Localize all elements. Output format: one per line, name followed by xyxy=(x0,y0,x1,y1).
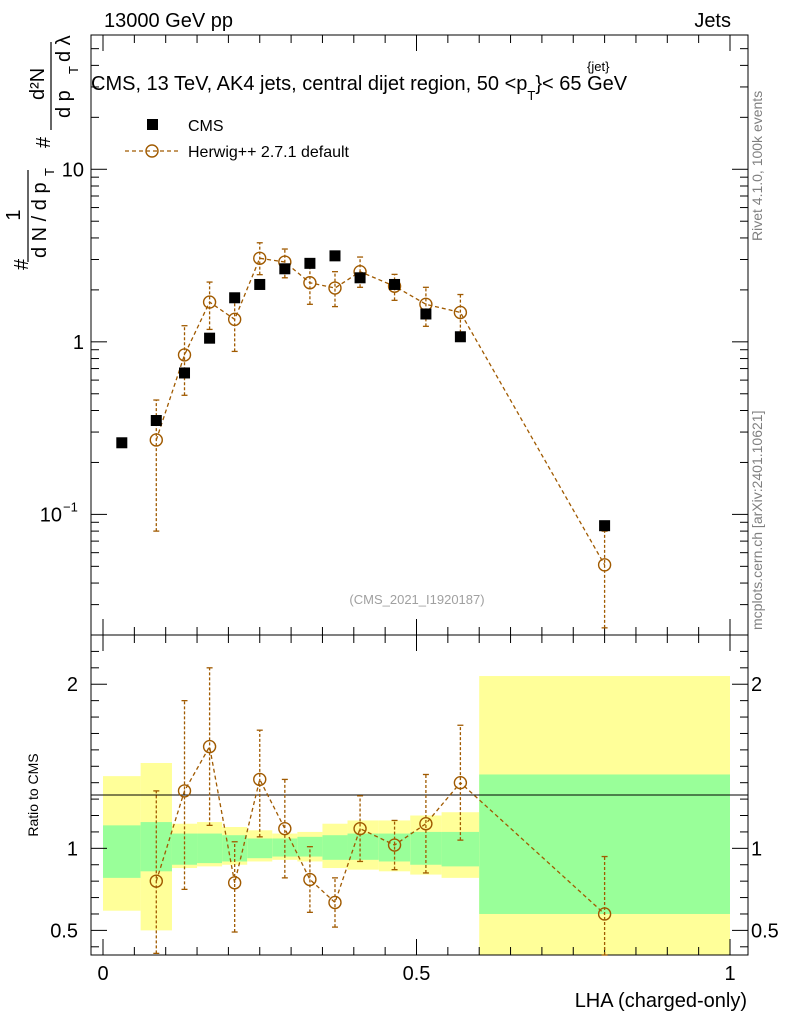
data-point xyxy=(229,292,241,304)
mc-point xyxy=(597,558,612,572)
y-label-hash-1: # xyxy=(11,258,33,270)
band-inner-3 xyxy=(197,833,223,864)
data-point xyxy=(254,278,266,290)
ratio-y-tick-label-right-2: 2 xyxy=(751,674,762,696)
legend: CMS Herwig++ 2.7.1 default xyxy=(125,118,350,161)
mcplots-side-label: mcplots.cern.ch [arXiv:2401.10621] xyxy=(749,411,765,630)
data-point xyxy=(150,415,162,427)
mc-point xyxy=(453,305,468,320)
data-series xyxy=(116,250,611,532)
band-inner-12 xyxy=(441,831,480,867)
ratio-y-tick-label-left-2: 2 xyxy=(67,674,78,696)
ratio-y-tick-label-left-1: 1 xyxy=(67,838,78,860)
y-label-dpt: d p xyxy=(53,90,75,118)
ratio-point xyxy=(353,821,367,836)
ratio-point xyxy=(149,874,163,888)
data-point xyxy=(599,520,611,532)
ratio-y-axis-label: Ratio to CMS xyxy=(25,753,41,836)
x-axis-label: LHA (charged-only) xyxy=(575,990,747,1012)
band-inner-9 xyxy=(347,833,379,860)
data-point xyxy=(354,272,366,284)
ratio-point xyxy=(202,739,217,754)
mc-point xyxy=(303,276,317,290)
data-point xyxy=(389,278,401,290)
ratio-point xyxy=(278,821,292,836)
ratio-y-tick-label-right-1: 1 xyxy=(751,838,762,860)
data-point xyxy=(116,437,128,449)
x-tick-label-1: 0.5 xyxy=(403,963,431,985)
y-label-dlambda: d λ xyxy=(53,35,75,62)
y-label-d2n: d²N xyxy=(27,68,49,100)
band-inner-8 xyxy=(322,835,348,860)
mc-point xyxy=(202,295,217,309)
band-inner-4 xyxy=(222,835,248,862)
header-right-title: Jets xyxy=(694,10,731,32)
ratio-point xyxy=(328,895,342,910)
mc-point xyxy=(253,251,267,265)
data-point xyxy=(304,257,316,269)
y-label-t2: T xyxy=(66,66,81,74)
mc-point xyxy=(149,433,163,447)
ratio-point xyxy=(253,772,267,787)
x-tick-label-2: 1 xyxy=(724,963,735,985)
data-point xyxy=(329,250,341,262)
mc-line xyxy=(155,257,606,566)
y-axis-label: # 1 d N / d p T # d²N d p T d λ xyxy=(3,35,81,270)
mc-point xyxy=(177,348,192,362)
band-inner-0 xyxy=(103,825,141,878)
data-point xyxy=(204,332,216,344)
ratio-point xyxy=(387,838,402,852)
ratio-y-tick-label-right-0: 0.5 xyxy=(751,920,779,942)
y-label-t1: T xyxy=(42,168,57,176)
y-label-one: 1 xyxy=(3,209,25,220)
ratio-y-tick-label-left-0: 0.5 xyxy=(50,920,78,942)
main-y-tick-label-0: 10 xyxy=(40,504,62,526)
legend-label-mc: Herwig++ 2.7.1 default xyxy=(188,144,350,161)
data-point xyxy=(454,331,466,343)
mc-main-series xyxy=(149,242,612,629)
header-left-title: 13000 GeV pp xyxy=(104,10,233,32)
mc-point xyxy=(227,312,242,327)
band-inner-5 xyxy=(247,838,273,859)
ratio-uncertainty-bands xyxy=(103,676,730,955)
data-point xyxy=(279,263,291,275)
legend-marker-data xyxy=(147,119,158,130)
x-tick-label-0: 0 xyxy=(97,963,108,985)
ratio-axis-ticks: 0 0.5 1 0.5 0.5 1 1 2 2 xyxy=(50,635,779,985)
y-label-hash-2: # xyxy=(33,136,55,148)
ratio-point xyxy=(419,817,433,831)
ratio-point xyxy=(597,907,612,921)
ratio-point xyxy=(227,876,242,890)
ratio-point xyxy=(303,872,317,887)
data-point xyxy=(179,367,191,379)
mc-point xyxy=(328,281,342,295)
legend-label-data: CMS xyxy=(188,118,224,135)
main-y-tick-exponent-0: −1 xyxy=(63,499,78,514)
band-inner-13 xyxy=(479,774,730,914)
ratio-point xyxy=(177,784,192,798)
main-y-tick-label-2: 10 xyxy=(62,159,84,181)
analysis-watermark: (CMS_2021_I1920187) xyxy=(349,592,484,607)
legend-marker-mc xyxy=(145,144,159,158)
y-label-dn: d N / d p xyxy=(29,182,51,258)
rivet-side-label: Rivet 4.1.0, 100k events xyxy=(749,91,765,241)
chart-title: CMS, 13 TeV, AK4 jets, central dijet reg… xyxy=(91,73,628,103)
chart-title-superscript: {jet} xyxy=(587,59,610,74)
main-y-tick-label-1: 1 xyxy=(73,332,84,354)
data-point xyxy=(420,308,432,320)
ratio-point xyxy=(453,775,468,790)
mc-ratio-series xyxy=(149,667,612,956)
